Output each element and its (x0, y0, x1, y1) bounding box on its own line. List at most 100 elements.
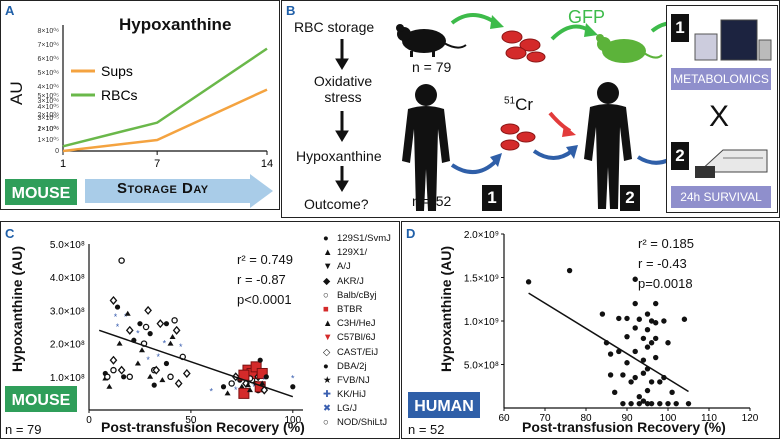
ytick-d-label: 2.0×10⁹ (464, 230, 499, 241)
data-point (109, 355, 118, 365)
mouse-badge-c: MOUSE (3, 384, 79, 414)
ytick-a-lower: 1×10⁰⁵ (38, 136, 60, 144)
strain-legend: ● 129S1/SvmJ ▲ 129X1/ ▼ A/J ◆ AKR/J ○ Balb/cByj ■ B… (323, 232, 399, 431)
chart-a: 1×10⁰⁶ 2×10⁰⁶ 3×10⁰⁶ 4×10⁰⁶ 5×10⁰⁶ 6×10⁰⁶ 7×10… (38, 25, 273, 170)
legend-label: CAST/EiJ (337, 346, 379, 358)
legend-marker: ✖ (323, 403, 331, 415)
legend-label: AKR/J (337, 275, 364, 287)
legend-item: ■ BTBR (323, 303, 399, 317)
data-point (624, 315, 630, 322)
ytick-a-lower: 5×10⁰⁵ (38, 92, 60, 100)
data-point (238, 383, 245, 389)
panel-b-label: B (286, 3, 296, 18)
data-point (104, 373, 111, 381)
data-point (138, 347, 145, 353)
legend-marker: ○ (323, 417, 329, 429)
legend-marker: ◇ (323, 346, 331, 358)
ytick-d-label: 1.0×10⁹ (464, 317, 499, 328)
panel-d-label: D (406, 226, 416, 241)
data-point: * (234, 385, 238, 395)
legend-label: DBA/2j (337, 360, 367, 372)
xtick-a-label: 7 (154, 158, 160, 170)
data-point (661, 318, 667, 324)
ytick-a-upper: 3×10⁰⁶ (38, 97, 60, 105)
mass-spectrometer-icon (694, 19, 772, 61)
stat-r-c: r = -0.87 (237, 272, 286, 287)
data-point: * (114, 312, 118, 322)
data-point (644, 387, 651, 394)
flow-hypoxanthine: Hypoxanthine (296, 148, 382, 164)
legend-label: NOD/ShiLtJ (337, 417, 388, 429)
legend-marker: ● (323, 233, 329, 244)
legend-label: C3H/HeJ (337, 318, 376, 330)
data-point (172, 325, 181, 335)
ytick-a-lower: 2×10⁰⁵ (38, 125, 60, 133)
human-silhouette-2 (584, 82, 632, 209)
data-point (669, 389, 675, 396)
ytick-d-label: 1.5×10⁹ (464, 274, 499, 285)
data-point (620, 372, 626, 378)
chart-c-xlabel: Post-transfusion Recovery (%) (101, 419, 305, 435)
legend-item: ▲ C3H/HeJ (323, 317, 399, 331)
green-arrow-1 (450, 13, 498, 25)
data-point (648, 379, 655, 385)
ytick-a-lower: 0 (55, 148, 59, 155)
data-point (250, 361, 262, 373)
legend-label: C57Bl/6J (337, 332, 376, 344)
xtick-d-label: 90 (621, 413, 633, 424)
legend-label-rbcs: RBCs (101, 87, 138, 103)
xtick-d-label: 100 (660, 413, 677, 424)
data-point (644, 344, 651, 350)
legend-label: BTBR (337, 303, 363, 315)
ytick-a-upper: 6×10⁰⁶ (38, 55, 60, 63)
survival-label: 24h SURVIVAL (671, 186, 771, 208)
data-point (681, 316, 688, 322)
legend-marker: ✚ (323, 389, 331, 401)
data-point (117, 365, 126, 375)
n-human: n = 52 (412, 193, 452, 209)
ytick-a-upper: 4×10⁰⁶ (38, 83, 60, 91)
legend-item: ○ NOD/ShiLtJ (323, 416, 399, 430)
data-point (257, 357, 263, 363)
data-point (644, 311, 651, 317)
data-point (118, 257, 125, 264)
data-point (525, 279, 532, 285)
ytick-d-label: 5.0×10⁸ (464, 361, 499, 372)
panel-c: C Hypoxanthine (AU) 1.0×10⁸ 2.0×10⁸ 3.0×10… (0, 221, 400, 439)
data-point (599, 311, 606, 317)
data-point (259, 380, 266, 386)
chart-d-xlabel: Post-transfusion Recovery (%) (522, 419, 726, 435)
ytick-c-label: 1.0×10⁸ (50, 373, 85, 384)
ytick-a-lower: 3×10⁰⁵ (38, 114, 60, 122)
fit-line-c (98, 329, 294, 398)
step-1-box: 1 (482, 185, 502, 211)
legend-item: ● DBA/2j (323, 360, 399, 374)
legend-label: LG/J (337, 403, 358, 415)
legend-label: KK/HiJ (337, 389, 367, 401)
data-point: * (157, 352, 161, 362)
ytick-c-label: 5.0×10⁸ (50, 240, 85, 251)
flow-oxidative-stress: Oxidative stress (313, 73, 373, 105)
data-point (616, 315, 622, 322)
metabolomics-label: METABOLOMICS (671, 68, 771, 90)
data-point (624, 333, 630, 340)
stat-r2-d: r² = 0.185 (638, 236, 695, 251)
rbc-cluster-1 (501, 30, 546, 63)
data-point (673, 400, 679, 407)
mouse-badge-a: MOUSE (3, 177, 79, 207)
flow-arrow-2 (335, 130, 349, 142)
legend-item: ★ FVB/NJ (323, 374, 399, 388)
rbc-cluster-3 (500, 123, 536, 151)
data-point: * (291, 373, 295, 383)
legend-marker: ◆ (323, 275, 331, 287)
data-point (624, 360, 630, 366)
data-point (636, 400, 642, 407)
chart-d: 5.0×10⁸ 1.0×10⁹ 1.5×10⁹ 2.0×10⁹ 60 70 80 90 100 1… (464, 230, 759, 424)
gfp-mouse-icon (596, 34, 663, 63)
data-point (125, 325, 134, 335)
chart-c: 1.0×10⁸ 2.0×10⁸ 3.0×10⁸ 4.0×10⁸ 5.0×10⁸ 0 50 10… (50, 240, 303, 426)
data-point: * (263, 375, 267, 385)
panel-a-label: A (5, 3, 15, 18)
legend-item: ▼ A/J (323, 260, 399, 274)
data-point (636, 316, 642, 322)
